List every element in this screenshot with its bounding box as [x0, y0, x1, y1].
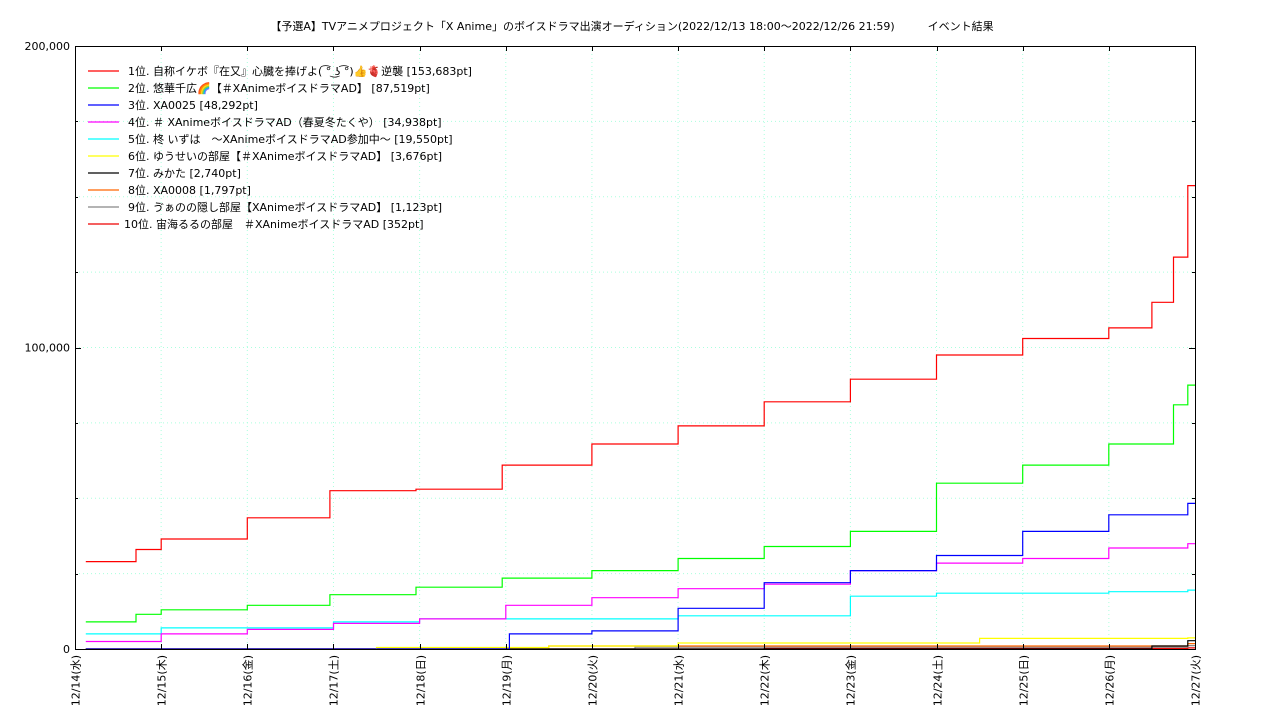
y-tick-label: 200,000 — [25, 40, 71, 53]
series-layer — [85, 185, 1195, 650]
legend-label: 2位. 悠華千広🌈【＃XAnimeボイスドラマAD】 [87,519pt] — [128, 81, 430, 95]
x-tick-label: 12/27(火) — [1190, 655, 1203, 706]
series-line-3 — [85, 502, 1195, 650]
legend: 1位. 自称イケボ『在又』心臓を捧げよ( ͡° ͜ʖ ͡°)👍🫀逆襲 [153,… — [88, 64, 472, 231]
legend-item: 5位. 柊 いずは ～XAnimeボイスドラマAD参加中～ [19,550pt] — [88, 132, 453, 146]
legend-item: 7位. みかた [2,740pt] — [88, 166, 241, 180]
x-tick-label: 12/18(日) — [415, 655, 428, 706]
legend-label: 4位. ＃ XAnimeボイスドラマAD（春夏冬たくや） [34,938pt] — [128, 115, 442, 129]
legend-item: 3位. XA0025 [48,292pt] — [88, 98, 258, 112]
x-tick-label: 12/24(土) — [932, 655, 945, 706]
series-line-1 — [85, 185, 1195, 563]
x-tick-label: 12/23(金) — [844, 655, 858, 706]
legend-item: 2位. 悠華千広🌈【＃XAnimeボイスドラマAD】 [87,519pt] — [88, 81, 430, 95]
x-tick-label: 12/20(火) — [587, 655, 600, 706]
legend-label: 1位. 自称イケボ『在又』心臓を捧げよ( ͡° ͜ʖ ͡°)👍🫀逆襲 [153,… — [128, 64, 472, 78]
x-tick-label: 12/22(木) — [759, 655, 772, 706]
legend-item: 6位. ゆうせいの部屋【＃XAnimeボイスドラマAD】 [3,676pt] — [88, 149, 442, 163]
legend-item: 8位. XA0008 [1,797pt] — [88, 183, 251, 197]
legend-label: 8位. XA0008 [1,797pt] — [128, 183, 251, 197]
legend-item: 4位. ＃ XAnimeボイスドラマAD（春夏冬たくや） [34,938pt] — [88, 115, 442, 129]
legend-label: 5位. 柊 いずは ～XAnimeボイスドラマAD参加中～ [19,550pt] — [128, 132, 453, 146]
y-tick-label: 0 — [63, 643, 70, 656]
legend-label: 9位. ゔぁのの隠し部屋【XAnimeボイスドラマAD】 [1,123pt] — [128, 200, 442, 214]
legend-label: 10位. 宙海るるの部屋 ＃XAnimeボイスドラマAD [352pt] — [124, 217, 424, 231]
legend-label: 6位. ゆうせいの部屋【＃XAnimeボイスドラマAD】 [3,676pt] — [128, 149, 442, 163]
x-tick-label: 12/25(日) — [1018, 655, 1031, 706]
x-tick-label: 12/19(月) — [501, 655, 514, 706]
x-tick-label: 12/14(水) — [70, 655, 83, 706]
x-tick-label: 12/15(木) — [156, 655, 169, 706]
x-tick-label: 12/26(月) — [1104, 655, 1117, 706]
series-line-5 — [85, 589, 1195, 635]
legend-item: 1位. 自称イケボ『在又』心臓を捧げよ( ͡° ͜ʖ ͡°)👍🫀逆襲 [153,… — [88, 64, 472, 78]
legend-label: 3位. XA0025 [48,292pt] — [128, 98, 258, 112]
series-line-2 — [85, 384, 1195, 623]
legend-item: 9位. ゔぁのの隠し部屋【XAnimeボイスドラマAD】 [1,123pt] — [88, 200, 442, 214]
grid-layer — [75, 46, 1195, 649]
x-tick-label: 12/17(土) — [328, 655, 341, 706]
series-line-4 — [85, 543, 1195, 643]
chart-title: 【予選A】TVアニメプロジェクト「X Anime」のボイスドラマ出演オーディショ… — [270, 19, 993, 33]
x-tick-label: 12/21(水) — [673, 655, 686, 706]
y-tick-label: 100,000 — [25, 342, 71, 355]
legend-label: 7位. みかた [2,740pt] — [128, 166, 241, 180]
axis-layer: 0 100,000 200,000 12/14(水) 12/15(木) 12/16(金) 1… — [25, 40, 1203, 706]
x-tick-label: 12/16(金) — [241, 655, 255, 706]
legend-item: 10位. 宙海るるの部屋 ＃XAnimeボイスドラマAD [352pt] — [88, 217, 424, 231]
